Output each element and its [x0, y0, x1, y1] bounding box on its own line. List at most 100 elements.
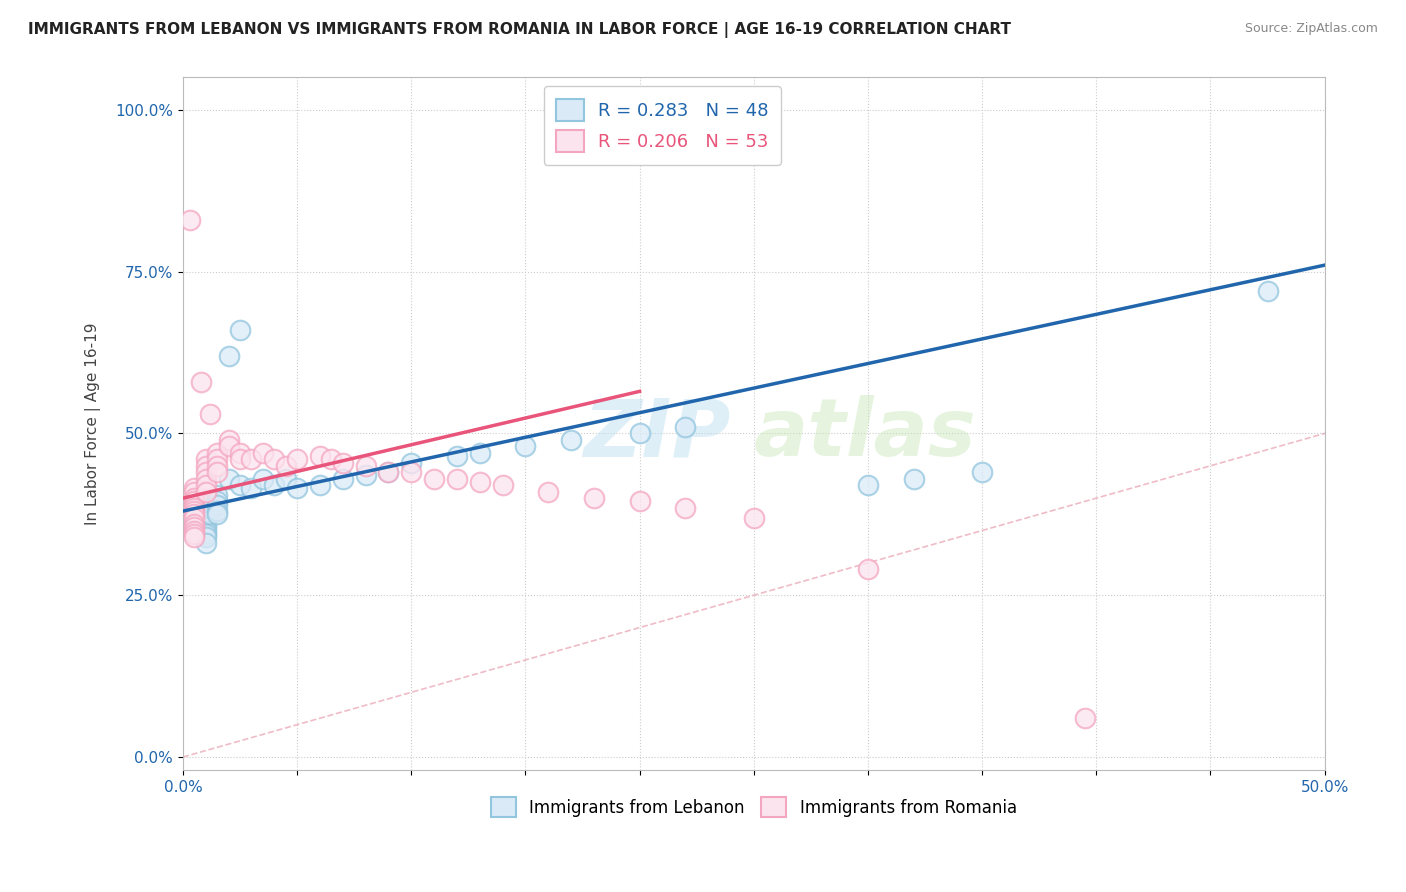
Point: [354, 468, 377, 483]
Point: [491, 478, 513, 492]
Point: [205, 494, 228, 508]
Point: [229, 446, 252, 460]
Point: [401, 456, 423, 470]
Point: [252, 472, 274, 486]
Point: [183, 491, 205, 505]
Point: [205, 465, 228, 479]
Point: [673, 420, 696, 434]
Point: [856, 478, 879, 492]
Point: [377, 465, 399, 479]
Point: [468, 446, 491, 460]
Point: [179, 212, 201, 227]
Point: [560, 433, 582, 447]
Point: [200, 508, 222, 522]
Point: [194, 465, 217, 479]
Point: [218, 349, 240, 363]
Point: [205, 452, 228, 467]
Point: [628, 426, 651, 441]
Point: [205, 446, 228, 460]
Point: [194, 520, 217, 534]
Point: [205, 508, 228, 522]
Point: [263, 452, 285, 467]
Point: [200, 500, 222, 515]
Point: [200, 407, 222, 421]
Point: [321, 452, 343, 467]
Point: [515, 439, 537, 453]
Point: [274, 472, 297, 486]
Point: [194, 494, 217, 508]
Point: [468, 475, 491, 489]
Point: [194, 472, 217, 486]
Point: [194, 508, 217, 522]
Point: [183, 508, 205, 522]
Point: [194, 536, 217, 550]
Point: [183, 500, 205, 515]
Point: [218, 433, 240, 447]
Point: [183, 494, 205, 508]
Point: [972, 465, 994, 479]
Point: [856, 562, 879, 576]
Point: [183, 504, 205, 518]
Point: [332, 472, 354, 486]
Point: [194, 504, 217, 518]
Text: atlas: atlas: [754, 395, 977, 473]
Point: [194, 524, 217, 538]
Point: [742, 510, 765, 524]
Point: [183, 510, 205, 524]
Point: [446, 449, 468, 463]
Point: [183, 524, 205, 538]
Point: [194, 458, 217, 473]
Point: [285, 452, 308, 467]
Point: [229, 323, 252, 337]
Point: [582, 491, 605, 505]
Point: [1257, 284, 1279, 298]
Point: [194, 514, 217, 528]
Legend: Immigrants from Lebanon, Immigrants from Romania: Immigrants from Lebanon, Immigrants from…: [484, 790, 1024, 824]
Point: [229, 452, 252, 467]
Point: [354, 458, 377, 473]
Point: [194, 526, 217, 541]
Point: [183, 516, 205, 531]
Point: [218, 439, 240, 453]
Point: [183, 482, 205, 496]
Point: [537, 484, 560, 499]
Point: [218, 472, 240, 486]
Point: [377, 465, 399, 479]
Point: [1074, 711, 1097, 725]
Point: [446, 472, 468, 486]
Point: [205, 458, 228, 473]
Point: [205, 498, 228, 512]
Point: [274, 458, 297, 473]
Text: ZIP: ZIP: [583, 395, 731, 473]
Point: [673, 500, 696, 515]
Point: [183, 498, 205, 512]
Text: Source: ZipAtlas.com: Source: ZipAtlas.com: [1244, 22, 1378, 36]
Point: [183, 494, 205, 508]
Point: [194, 500, 217, 515]
Point: [183, 526, 205, 541]
Point: [309, 449, 332, 463]
Point: [194, 516, 217, 531]
Text: IMMIGRANTS FROM LEBANON VS IMMIGRANTS FROM ROMANIA IN LABOR FORCE | AGE 16-19 CO: IMMIGRANTS FROM LEBANON VS IMMIGRANTS FR…: [28, 22, 1011, 38]
Point: [183, 484, 205, 499]
Point: [240, 482, 263, 496]
Point: [194, 478, 217, 492]
Point: [190, 510, 212, 524]
Point: [194, 510, 217, 524]
Point: [285, 482, 308, 496]
Point: [240, 452, 263, 467]
Point: [194, 484, 217, 499]
Point: [263, 478, 285, 492]
Point: [205, 504, 228, 518]
Point: [183, 530, 205, 544]
Point: [332, 456, 354, 470]
Point: [194, 452, 217, 467]
Point: [183, 520, 205, 534]
Point: [194, 530, 217, 544]
Point: [252, 446, 274, 460]
Point: [628, 494, 651, 508]
Point: [183, 516, 205, 531]
Point: [229, 478, 252, 492]
Point: [190, 375, 212, 389]
Point: [401, 465, 423, 479]
